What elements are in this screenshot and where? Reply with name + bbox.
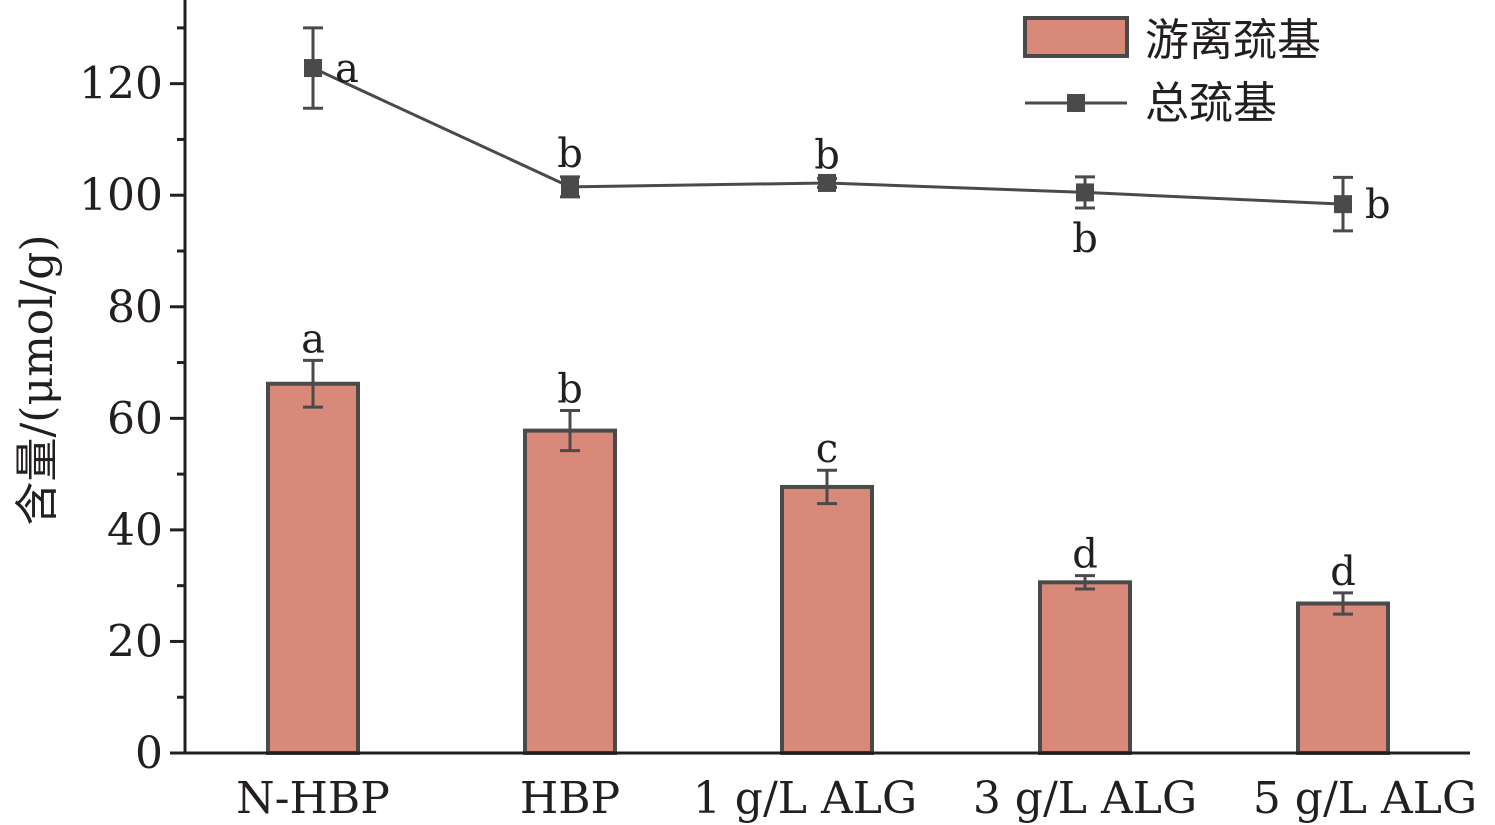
- line-letter-3: b: [814, 132, 840, 178]
- x-tick-label-3: 1 g/L ALG: [693, 773, 917, 824]
- plot-area: a b c d d a b b b b: [266, 26, 1391, 756]
- line-letter-5: b: [1365, 182, 1391, 228]
- bar-3: [780, 484, 874, 755]
- bar-letter-2: b: [557, 367, 583, 413]
- bar-5: [1296, 601, 1390, 756]
- y-tick-label-60: 60: [107, 393, 163, 444]
- legend-label-free-thiol: 游离巯基: [1145, 15, 1321, 66]
- x-tick-label-5: 5 g/L ALG: [1253, 773, 1477, 824]
- legend-label-total-thiol: 总巯基: [1145, 78, 1277, 129]
- legend-swatch-free-thiol: [1023, 16, 1129, 58]
- line-marker-5: [1334, 195, 1352, 214]
- line-marker-1: [304, 59, 322, 78]
- bar-letter-3: c: [816, 426, 838, 472]
- y-axis-label: 含量/(μmol/g): [12, 234, 63, 525]
- x-tick-label-1: N-HBP: [236, 773, 390, 824]
- axes: 0 20 40 60 80 100 120 N-HBP HBP 1 g/L ALG 3 g/L AL…: [79, 0, 1477, 824]
- line-marker-3: [818, 173, 836, 192]
- line-marker-4: [1076, 183, 1094, 202]
- y-tick-label-40: 40: [107, 505, 163, 556]
- y-tick-label-0: 0: [135, 728, 163, 779]
- bar-2: [523, 428, 617, 755]
- bar-letter-5: d: [1330, 549, 1356, 595]
- line-marker-2: [561, 177, 579, 196]
- bar-letter-1: a: [301, 316, 325, 362]
- line-letter-4: b: [1072, 216, 1098, 262]
- y-tick-label-100: 100: [79, 170, 163, 221]
- line-letter-2: b: [557, 131, 583, 177]
- y-tick-label-80: 80: [107, 282, 163, 333]
- line-letter-1: a: [335, 46, 359, 92]
- legend-marker-total-thiol: [1067, 94, 1085, 112]
- x-tick-label-2: HBP: [520, 773, 620, 824]
- y-tick-label-120: 120: [79, 59, 163, 110]
- bar-letter-4: d: [1072, 532, 1098, 578]
- bar-1: [266, 381, 360, 755]
- y-tick-label-20: 20: [107, 616, 163, 667]
- x-tick-label-4: 3 g/L ALG: [973, 773, 1197, 824]
- bar-4: [1038, 580, 1132, 755]
